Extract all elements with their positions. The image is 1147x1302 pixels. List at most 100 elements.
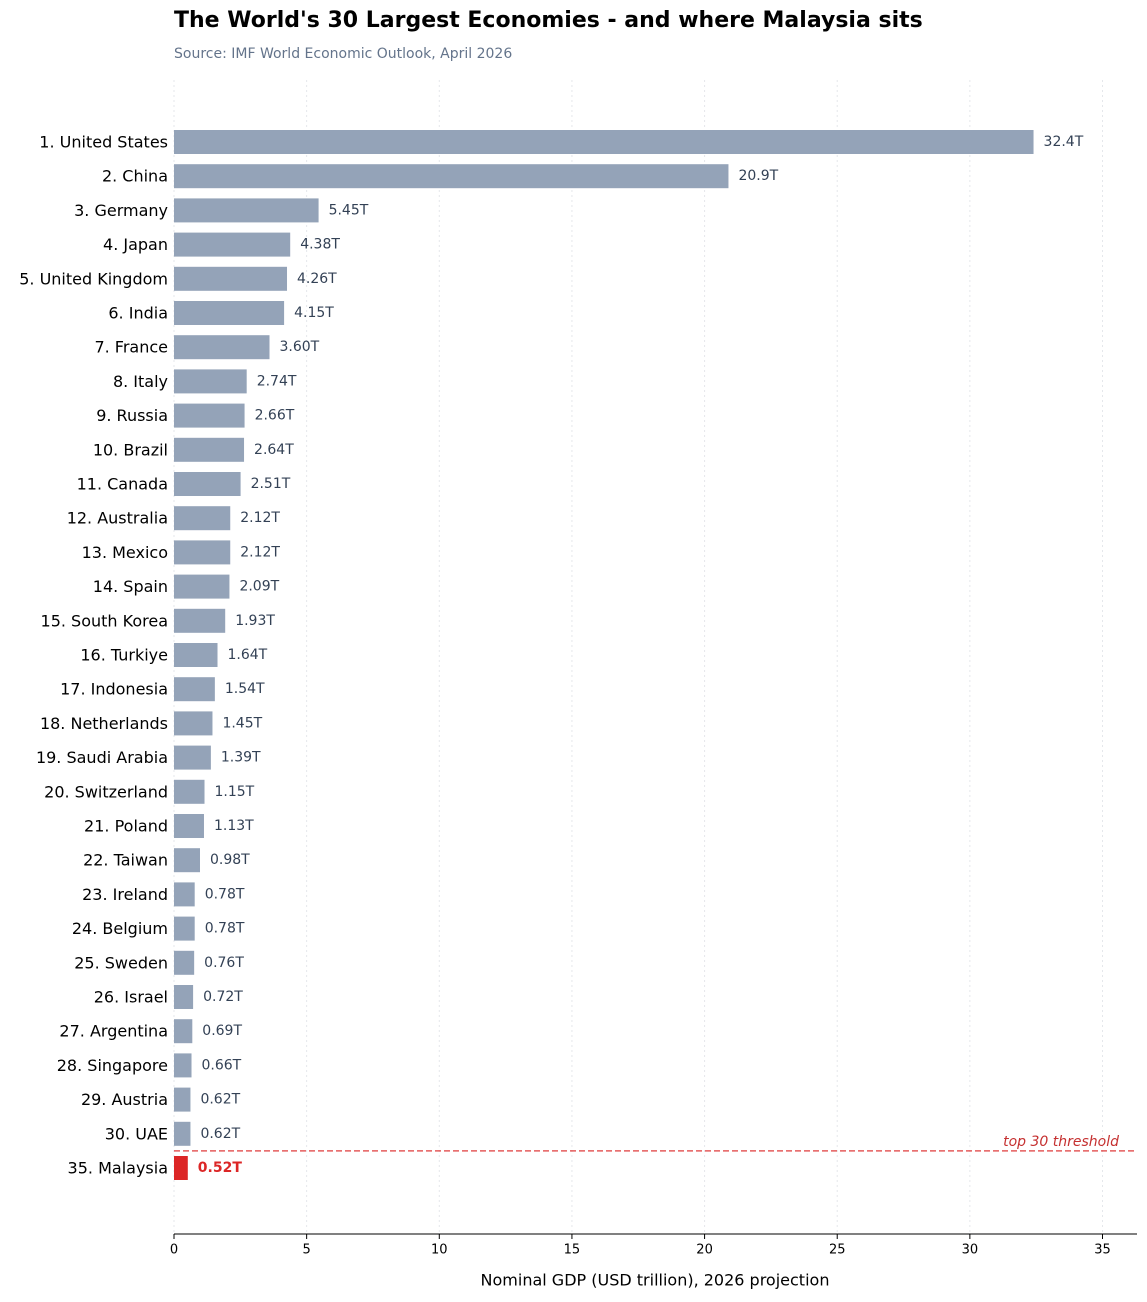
y-tick-label: 26. Israel <box>94 988 168 1007</box>
y-tick-label: 22. Taiwan <box>83 851 168 870</box>
bar <box>174 1156 188 1180</box>
value-label: 0.98T <box>210 852 250 868</box>
x-tick-label: 20 <box>696 1243 713 1258</box>
bar <box>174 301 285 325</box>
y-tick-label: 6. India <box>108 304 168 323</box>
value-label: 0.69T <box>202 1023 242 1039</box>
bar <box>174 164 729 189</box>
y-tick-label: 11. Canada <box>77 475 168 494</box>
bar <box>174 779 205 804</box>
value-label: 1.15T <box>215 784 255 800</box>
value-label: 5.45T <box>329 202 369 218</box>
y-tick-label: 10. Brazil <box>93 440 168 459</box>
value-label: 20.9T <box>738 168 778 184</box>
bar <box>174 677 215 702</box>
bar <box>174 574 230 599</box>
bar <box>174 882 195 907</box>
bar <box>174 848 200 873</box>
bar <box>174 1053 192 1078</box>
x-tick-label: 15 <box>564 1243 581 1258</box>
bar <box>174 130 1034 154</box>
y-tick-label: 20. Switzerland <box>44 782 168 801</box>
value-label: 1.45T <box>222 715 262 731</box>
bar <box>174 643 218 667</box>
bar <box>174 472 241 496</box>
y-tick-label: 29. Austria <box>81 1090 168 1109</box>
value-label: 1.64T <box>228 647 268 663</box>
value-label: 4.15T <box>294 305 334 321</box>
value-label: 0.78T <box>205 921 245 937</box>
value-label: 2.51T <box>251 476 291 492</box>
bar <box>174 1087 191 1112</box>
bar <box>174 335 270 360</box>
bar <box>174 745 211 770</box>
value-label: 2.66T <box>255 408 295 424</box>
bar <box>174 198 319 223</box>
y-tick-label: 16. Turkiye <box>80 646 168 665</box>
bar <box>174 608 226 633</box>
value-label: 0.72T <box>203 989 243 1005</box>
bar <box>174 540 231 565</box>
y-tick-label: 28. Singapore <box>57 1056 168 1075</box>
value-label: 4.38T <box>300 237 340 253</box>
value-label: 2.64T <box>254 442 294 458</box>
threshold-label: top 30 threshold <box>1003 1134 1119 1150</box>
x-axis-label: Nominal GDP (USD trillion), 2026 project… <box>481 1271 830 1290</box>
y-tick-label: 7. France <box>94 338 168 357</box>
value-label: 1.39T <box>221 750 261 766</box>
value-label: 4.26T <box>297 271 337 287</box>
x-tick-label: 0 <box>170 1243 178 1258</box>
y-tick-label: 13. Mexico <box>82 543 168 562</box>
x-tick-label: 25 <box>829 1243 846 1258</box>
value-label: 32.4T <box>1044 134 1084 150</box>
bar <box>174 916 195 941</box>
y-tick-label: 4. Japan <box>103 235 168 254</box>
y-tick-label: 17. Indonesia <box>60 680 168 699</box>
y-tick-label: 12. Australia <box>67 509 168 528</box>
x-tick-label: 5 <box>303 1243 311 1258</box>
chart-subtitle: Source: IMF World Economic Outlook, Apri… <box>174 46 512 62</box>
value-label: 1.13T <box>214 818 254 834</box>
bar <box>174 950 195 975</box>
bar <box>174 711 213 736</box>
y-tick-label: 23. Ireland <box>82 885 168 904</box>
chart-title: The World's 30 Largest Economies - and w… <box>174 8 923 33</box>
y-tick-label: 3. Germany <box>74 201 168 220</box>
y-tick-label: 30. UAE <box>105 1124 168 1143</box>
value-label: 0.62T <box>200 1092 240 1108</box>
bar <box>174 403 245 428</box>
value-label: 0.66T <box>202 1057 242 1073</box>
bar <box>174 506 231 531</box>
y-tick-label: 18. Netherlands <box>40 714 168 733</box>
y-tick-label: 2. China <box>102 167 168 186</box>
bar <box>174 985 194 1009</box>
value-label: 0.76T <box>204 955 244 971</box>
y-tick-label: 25. Sweden <box>74 953 168 972</box>
value-label: 0.78T <box>205 886 245 902</box>
value-label: 2.12T <box>240 544 280 560</box>
x-tick-label: 35 <box>1094 1243 1111 1258</box>
bar <box>174 437 245 462</box>
value-label: 2.74T <box>257 373 297 389</box>
bar <box>174 266 288 291</box>
y-tick-label: 1. United States <box>39 133 168 152</box>
bar <box>174 814 204 838</box>
value-label: 1.93T <box>235 613 275 629</box>
y-tick-label: 8. Italy <box>113 372 168 391</box>
bar <box>174 369 247 394</box>
value-label: 0.62T <box>200 1126 240 1142</box>
y-tick-label: 21. Poland <box>84 817 168 836</box>
y-tick-label: 14. Spain <box>93 577 168 596</box>
y-tick-label: 24. Belgium <box>72 919 168 938</box>
value-label: 2.09T <box>239 579 279 595</box>
value-label: 1.54T <box>225 681 265 697</box>
bar <box>174 232 291 257</box>
bar <box>174 1019 193 1044</box>
y-tick-label: 5. United Kingdom <box>19 269 168 288</box>
y-tick-label: 35. Malaysia <box>68 1159 168 1178</box>
value-label: 0.52T <box>198 1160 243 1176</box>
y-tick-label: 15. South Korea <box>41 611 168 630</box>
y-tick-label: 19. Saudi Arabia <box>36 748 168 767</box>
